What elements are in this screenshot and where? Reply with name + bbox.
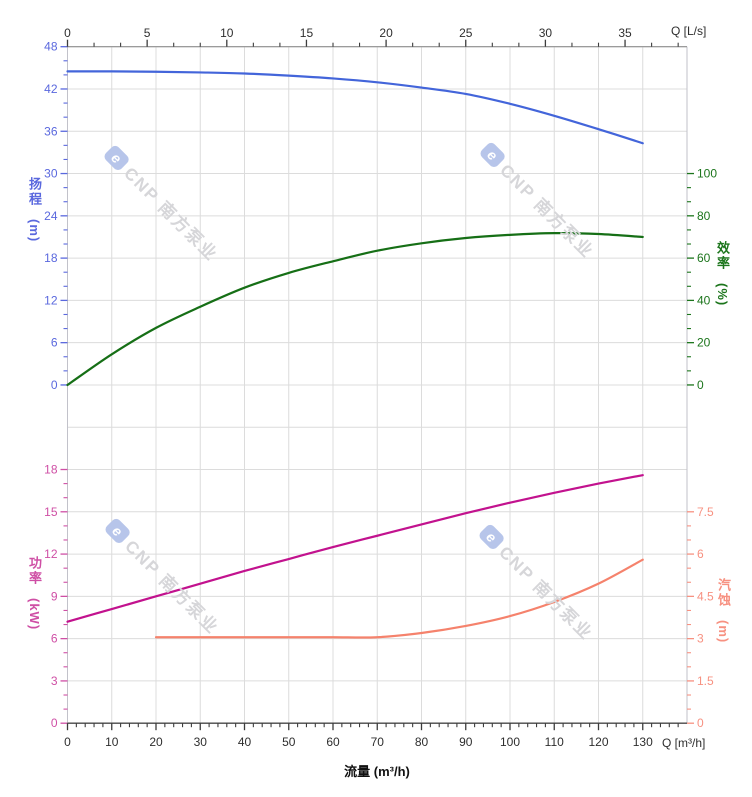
top-axis-unit-label: Q [L/s] [671, 24, 707, 38]
svg-text:50: 50 [282, 735, 296, 749]
svg-text:12: 12 [44, 547, 58, 561]
svg-text:0: 0 [51, 378, 58, 392]
svg-text:7.5: 7.5 [697, 505, 714, 519]
svg-text:5: 5 [144, 26, 151, 40]
svg-text:100: 100 [697, 167, 717, 181]
svg-text:6: 6 [51, 632, 58, 646]
svg-text:1.5: 1.5 [697, 674, 714, 688]
efficiency-axis-title: 效率 (%) [715, 241, 730, 306]
svg-text:110: 110 [545, 735, 564, 749]
svg-text:24: 24 [44, 209, 58, 223]
svg-text:0: 0 [697, 716, 704, 730]
svg-text:6: 6 [697, 547, 704, 561]
svg-text:30: 30 [44, 167, 58, 181]
bottom-axis-unit-label: Q [m³/h] [662, 736, 706, 750]
svg-text:0: 0 [51, 716, 58, 730]
svg-text:30: 30 [539, 26, 553, 40]
svg-text:9: 9 [51, 589, 58, 603]
svg-text:4.5: 4.5 [697, 589, 714, 603]
svg-text:130: 130 [633, 735, 653, 749]
svg-text:120: 120 [588, 735, 608, 749]
svg-text:60: 60 [326, 735, 340, 749]
svg-text:20: 20 [697, 336, 711, 350]
svg-text:0: 0 [64, 26, 71, 40]
svg-text:20: 20 [149, 735, 163, 749]
svg-text:48: 48 [44, 40, 58, 54]
efficiency-axis-title-text: 效率 [715, 241, 730, 271]
svg-text:70: 70 [371, 735, 385, 749]
svg-text:42: 42 [44, 82, 58, 96]
svg-text:18: 18 [44, 251, 58, 265]
svg-text:35: 35 [618, 26, 632, 40]
svg-text:12: 12 [44, 293, 58, 307]
svg-text:10: 10 [105, 735, 119, 749]
svg-text:90: 90 [459, 735, 473, 749]
svg-text:15: 15 [300, 26, 314, 40]
svg-text:80: 80 [415, 735, 429, 749]
svg-text:60: 60 [697, 251, 711, 265]
svg-text:36: 36 [44, 124, 58, 138]
svg-text:0: 0 [64, 735, 71, 749]
head-axis-unit: (m) [27, 218, 42, 242]
svg-text:18: 18 [44, 463, 58, 477]
head-axis-title: 扬程 (m) [27, 177, 42, 242]
svg-text:3: 3 [51, 674, 58, 688]
svg-text:6: 6 [51, 336, 58, 350]
svg-text:3: 3 [697, 632, 704, 646]
svg-text:40: 40 [238, 735, 252, 749]
svg-text:30: 30 [194, 735, 208, 749]
efficiency-axis-unit: (%) [715, 282, 730, 306]
power-axis-title: 功率 (kW) [27, 556, 42, 630]
head-axis-title-text: 扬程 [27, 177, 42, 207]
power-axis-title-text: 功率 [27, 556, 42, 586]
svg-text:25: 25 [459, 26, 473, 40]
flow-axis-label: 流量 (m³/h) [344, 764, 410, 779]
svg-text:40: 40 [697, 293, 711, 307]
npsh-axis-title-text: 汽蚀 [716, 578, 731, 608]
svg-text:15: 15 [44, 505, 58, 519]
svg-text:100: 100 [500, 735, 520, 749]
svg-text:10: 10 [220, 26, 234, 40]
svg-text:0: 0 [697, 378, 704, 392]
npsh-axis-unit: (m) [716, 619, 731, 643]
npsh-axis-title: 汽蚀 (m) [716, 578, 731, 643]
svg-text:20: 20 [379, 26, 393, 40]
svg-text:80: 80 [697, 209, 711, 223]
power-axis-unit: (kW) [27, 597, 42, 630]
